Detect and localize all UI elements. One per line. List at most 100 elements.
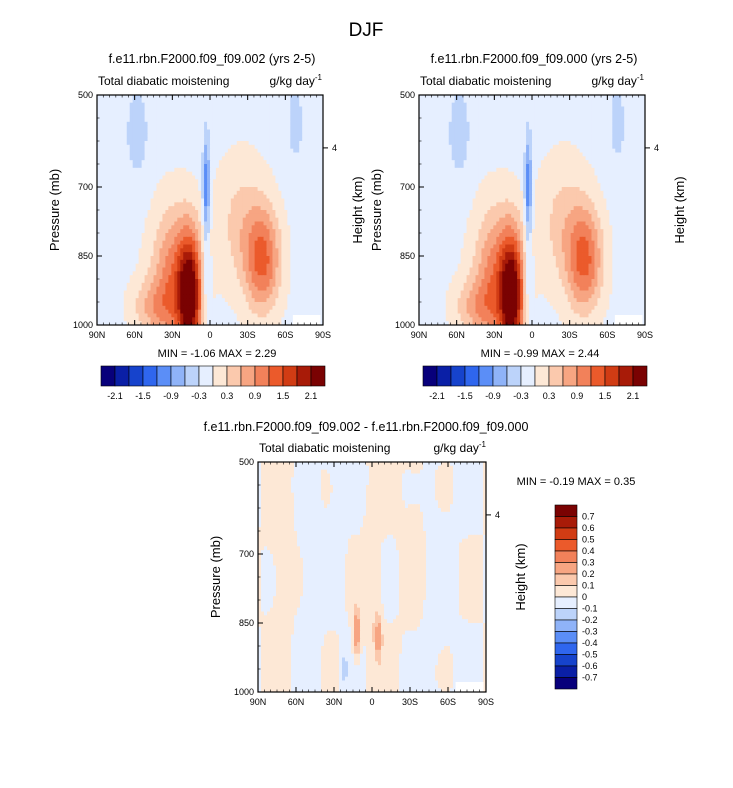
heatmap-cell bbox=[239, 213, 244, 219]
heatmap-cell bbox=[281, 183, 285, 188]
heatmap-cell bbox=[257, 133, 261, 138]
heatmap-cell bbox=[582, 102, 586, 107]
heatmap-cell bbox=[269, 164, 273, 169]
heatmap-cell bbox=[159, 302, 163, 307]
heatmap-cell bbox=[254, 244, 258, 249]
heatmap-cell bbox=[236, 286, 241, 291]
heatmap-cell bbox=[126, 279, 131, 284]
heatmap-cell bbox=[296, 133, 300, 138]
heatmap-cell bbox=[177, 121, 181, 127]
heatmap-cell bbox=[189, 225, 193, 230]
heatmap-cell bbox=[126, 252, 131, 257]
heatmap-cell bbox=[108, 152, 113, 157]
heatmap-cell bbox=[251, 321, 255, 326]
heatmap-cell bbox=[293, 225, 297, 230]
heatmap-cell bbox=[144, 110, 148, 115]
heatmap-cell bbox=[272, 225, 276, 230]
heatmap-cell bbox=[212, 279, 217, 284]
heatmap-cell bbox=[290, 213, 294, 219]
heatmap-cell bbox=[210, 206, 214, 211]
colorbar-label: 0.3 bbox=[221, 391, 234, 401]
heatmap-cell bbox=[189, 233, 193, 238]
heatmap-cell bbox=[290, 313, 294, 318]
heatmap-cell bbox=[135, 252, 140, 257]
heatmap-cell bbox=[302, 267, 306, 272]
heatmap-cell bbox=[102, 121, 107, 127]
heatmap-cell bbox=[99, 217, 104, 222]
heatmap-cell bbox=[290, 148, 294, 153]
heatmap-cell bbox=[114, 282, 119, 288]
heatmap-cell bbox=[320, 302, 324, 307]
heatmap-cell bbox=[296, 190, 300, 196]
heatmap-cell bbox=[150, 221, 154, 226]
heatmap-cell bbox=[218, 259, 223, 265]
heatmap-cell bbox=[266, 194, 270, 199]
heatmap-cell bbox=[126, 194, 131, 199]
heatmap-cell bbox=[257, 206, 261, 211]
heatmap-cell bbox=[105, 256, 110, 261]
heatmap-cell bbox=[278, 213, 282, 219]
heatmap-cell bbox=[290, 256, 294, 261]
heatmap-cell bbox=[239, 129, 244, 134]
heatmap-cell bbox=[204, 244, 208, 249]
heatmap-cell bbox=[317, 244, 321, 249]
heatmap-cell bbox=[120, 141, 125, 146]
heatmap-cell bbox=[251, 305, 255, 311]
x-tick-label: 90S bbox=[315, 330, 331, 340]
heatmap-cell bbox=[293, 229, 297, 234]
heatmap-cell bbox=[275, 206, 279, 211]
heatmap-cell bbox=[278, 148, 282, 153]
heatmap-cell bbox=[114, 240, 119, 245]
heatmap-cell bbox=[284, 102, 288, 107]
heatmap-cell bbox=[272, 290, 276, 295]
heatmap-cell bbox=[564, 106, 569, 111]
heatmap-cell bbox=[269, 129, 273, 134]
heatmap-cell bbox=[215, 236, 220, 242]
heatmap-cell bbox=[141, 313, 145, 318]
heatmap-cell bbox=[218, 252, 223, 257]
heatmap-cell bbox=[236, 275, 241, 280]
heatmap-cell bbox=[517, 95, 521, 100]
heatmap-cell bbox=[129, 125, 134, 130]
heatmap-cell bbox=[192, 125, 196, 130]
heatmap-cell bbox=[147, 118, 151, 123]
heatmap-cell bbox=[141, 156, 145, 161]
heatmap-cell bbox=[254, 309, 258, 314]
heatmap-cell bbox=[111, 279, 116, 284]
heatmap-cell bbox=[299, 167, 303, 173]
heatmap-cell bbox=[168, 236, 172, 242]
heatmap-cell bbox=[269, 114, 273, 119]
heatmap-cell bbox=[105, 160, 110, 165]
heatmap-cell bbox=[108, 309, 113, 314]
heatmap-cell bbox=[251, 118, 255, 123]
heatmap-cell bbox=[532, 102, 536, 107]
heatmap-cell bbox=[317, 102, 321, 107]
heatmap-cell bbox=[537, 98, 542, 104]
heatmap-cell bbox=[99, 114, 104, 119]
heatmap-cell bbox=[260, 98, 264, 104]
heatmap-cell bbox=[183, 171, 187, 176]
heatmap-cell bbox=[311, 233, 315, 238]
heatmap-cell bbox=[263, 171, 267, 176]
heatmap-cell bbox=[311, 129, 315, 134]
heatmap-cell bbox=[114, 305, 119, 311]
heatmap-cell bbox=[272, 271, 276, 276]
heatmap-cell bbox=[248, 102, 253, 107]
heatmap-cell bbox=[159, 156, 163, 161]
heatmap-cell bbox=[108, 171, 113, 176]
heatmap-cell bbox=[177, 240, 181, 245]
heatmap-cell bbox=[138, 302, 142, 307]
heatmap-cell bbox=[186, 125, 190, 130]
heatmap-cell bbox=[147, 229, 151, 234]
heatmap-cell bbox=[457, 98, 462, 104]
heatmap-cell bbox=[230, 321, 235, 326]
heatmap-cell bbox=[227, 118, 232, 123]
heatmap-cell bbox=[230, 313, 235, 318]
heatmap-cell bbox=[159, 171, 163, 176]
panel-1-title: f.e11.rbn.F2000.f09_f09.002 (yrs 2-5) bbox=[109, 52, 316, 66]
heatmap-cell bbox=[239, 275, 244, 280]
heatmap-cell bbox=[317, 125, 321, 130]
heatmap-cell bbox=[195, 321, 199, 326]
heatmap-cell bbox=[314, 305, 318, 311]
x-tick-label: 30N bbox=[164, 330, 181, 340]
